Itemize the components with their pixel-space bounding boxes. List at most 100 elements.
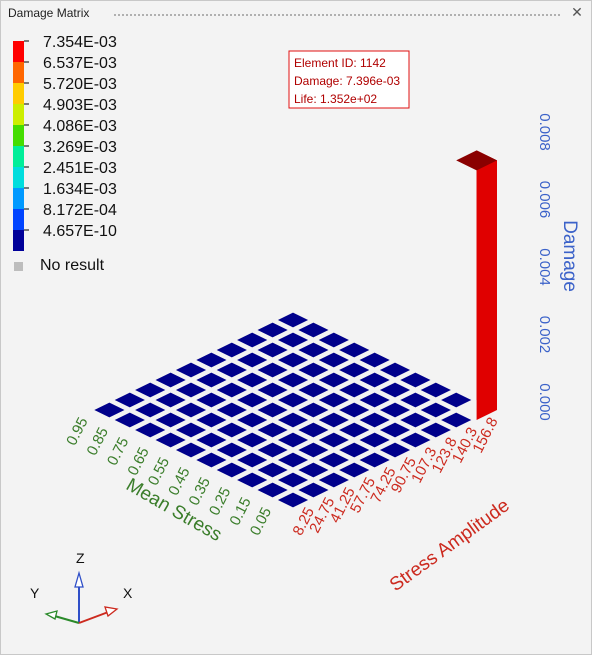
grid-cell[interactable] xyxy=(298,322,329,338)
grid-cell[interactable] xyxy=(277,332,309,348)
grid-cell[interactable] xyxy=(318,392,349,408)
grid-cell[interactable] xyxy=(379,442,411,458)
grid-cell[interactable] xyxy=(277,492,309,508)
grid-cell[interactable] xyxy=(298,342,329,358)
grid-cell[interactable] xyxy=(359,432,390,448)
grid-cell[interactable] xyxy=(318,432,349,448)
grid-cell[interactable] xyxy=(400,432,431,448)
grid-cell[interactable] xyxy=(359,412,390,428)
grid-cell[interactable] xyxy=(277,472,309,488)
grid-cell[interactable] xyxy=(216,402,247,418)
grid-cell[interactable] xyxy=(298,402,329,418)
grid-cell[interactable] xyxy=(237,452,268,468)
grid-cell[interactable] xyxy=(400,372,431,388)
grid-cell[interactable] xyxy=(298,442,329,458)
grid-cell[interactable] xyxy=(216,462,247,478)
grid-cell[interactable] xyxy=(379,422,411,438)
grid-cell[interactable] xyxy=(359,452,390,468)
grid-cell[interactable] xyxy=(216,422,247,438)
grid-cell[interactable] xyxy=(216,382,247,398)
grid-cell[interactable] xyxy=(318,472,349,488)
grid-cell[interactable] xyxy=(155,372,186,388)
grid-cell[interactable] xyxy=(257,322,288,338)
grid-cell[interactable] xyxy=(257,462,288,478)
grid-cell[interactable] xyxy=(277,312,309,328)
grid-cell[interactable] xyxy=(318,412,349,428)
grid-cell[interactable] xyxy=(298,382,329,398)
grid-cell[interactable] xyxy=(420,422,451,438)
grid-cell[interactable] xyxy=(175,442,207,458)
grid-cell[interactable] xyxy=(400,412,431,428)
grid-cell[interactable] xyxy=(135,382,166,398)
drag-grip[interactable] xyxy=(113,13,561,17)
grid-cell[interactable] xyxy=(237,472,268,488)
close-icon[interactable]: ✕ xyxy=(571,4,583,20)
grid-cell[interactable] xyxy=(339,402,370,418)
grid-cell[interactable] xyxy=(237,372,268,388)
grid-cell[interactable] xyxy=(339,422,370,438)
grid-cell[interactable] xyxy=(318,452,349,468)
grid-cell[interactable] xyxy=(94,402,125,418)
grid-cell[interactable] xyxy=(196,452,227,468)
grid-cell[interactable] xyxy=(379,362,411,378)
grid-cell[interactable] xyxy=(277,432,309,448)
grid-cell[interactable] xyxy=(318,372,349,388)
grid-cell[interactable] xyxy=(441,412,472,428)
grid-cell[interactable] xyxy=(298,422,329,438)
grid-cell[interactable] xyxy=(441,392,472,408)
grid-cell[interactable] xyxy=(339,382,370,398)
grid-cell[interactable] xyxy=(277,352,309,368)
grid-cell[interactable] xyxy=(359,372,390,388)
grid-cell[interactable] xyxy=(155,412,186,428)
damage-bar-top[interactable] xyxy=(456,150,497,171)
grid-cell[interactable] xyxy=(318,352,349,368)
axis-triad[interactable]: Z Y X xyxy=(30,550,133,624)
grid-cell[interactable] xyxy=(114,392,145,408)
grid-cell[interactable] xyxy=(277,412,309,428)
grid-cell[interactable] xyxy=(257,342,288,358)
grid-cell[interactable] xyxy=(237,392,268,408)
grid-cell[interactable] xyxy=(216,342,247,358)
grid-cell[interactable] xyxy=(135,402,166,418)
grid-cell[interactable] xyxy=(298,482,329,498)
grid-cell[interactable] xyxy=(379,402,411,418)
grid-cell[interactable] xyxy=(196,392,227,408)
grid-cell[interactable] xyxy=(339,442,370,458)
grid-cell[interactable] xyxy=(114,412,145,428)
grid-cell[interactable] xyxy=(237,412,268,428)
grid-cell[interactable] xyxy=(175,362,207,378)
grid-cell[interactable] xyxy=(257,362,288,378)
grid-cell[interactable] xyxy=(298,462,329,478)
grid-cell[interactable] xyxy=(237,352,268,368)
damage-matrix-plot[interactable]: 7.354E-03 6.537E-03 5.720E-03 4.903E-03 4.08… xyxy=(1,25,591,653)
grid-cell[interactable] xyxy=(339,362,370,378)
grid-cell[interactable] xyxy=(196,412,227,428)
grid-cell[interactable] xyxy=(175,402,207,418)
grid-cell[interactable] xyxy=(196,432,227,448)
grid-cell[interactable] xyxy=(216,362,247,378)
grid-cell[interactable] xyxy=(175,382,207,398)
panel-titlebar[interactable]: Damage Matrix ✕ xyxy=(1,1,591,25)
grid-cell[interactable] xyxy=(277,372,309,388)
grid-cell[interactable] xyxy=(175,422,207,438)
grid-cell[interactable] xyxy=(237,432,268,448)
grid-cell[interactable] xyxy=(257,422,288,438)
grid-cell[interactable] xyxy=(400,392,431,408)
grid-cell[interactable] xyxy=(135,422,166,438)
grid-cell[interactable] xyxy=(196,352,227,368)
grid-cell[interactable] xyxy=(155,392,186,408)
grid-cell[interactable] xyxy=(359,392,390,408)
grid-cell[interactable] xyxy=(420,382,451,398)
damage-bar-face[interactable] xyxy=(476,160,497,420)
grid-cell[interactable] xyxy=(257,482,288,498)
grid-cell[interactable] xyxy=(277,392,309,408)
grid-cell[interactable] xyxy=(379,382,411,398)
grid-cell[interactable] xyxy=(277,452,309,468)
grid-cell[interactable] xyxy=(420,402,451,418)
grid-cell[interactable] xyxy=(359,352,390,368)
grid-cell[interactable] xyxy=(339,462,370,478)
grid-cell[interactable] xyxy=(257,382,288,398)
grid-cell[interactable] xyxy=(339,342,370,358)
grid-cell[interactable] xyxy=(318,332,349,348)
grid-cell[interactable] xyxy=(257,442,288,458)
